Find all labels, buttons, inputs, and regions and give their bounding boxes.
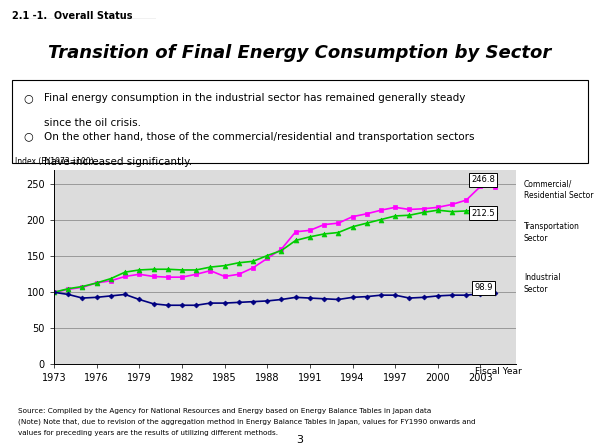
Text: ○: ○ <box>23 93 33 103</box>
Text: Final energy consumption in the industrial sector has remained generally steady: Final energy consumption in the industri… <box>44 93 465 103</box>
Text: 98.9: 98.9 <box>474 283 493 292</box>
Text: values for preceding years are the results of utilizing different methods.: values for preceding years are the resul… <box>18 430 278 436</box>
Text: since the oil crisis.: since the oil crisis. <box>44 118 140 128</box>
Text: Index (FY1973=100): Index (FY1973=100) <box>15 157 94 166</box>
Text: have increased significantly.: have increased significantly. <box>44 156 192 167</box>
Text: (Note) Note that, due to revision of the aggregation method in Energy Balance Ta: (Note) Note that, due to revision of the… <box>18 419 476 426</box>
Text: ○: ○ <box>23 132 33 142</box>
Text: 2.1 -1.  Overall Status: 2.1 -1. Overall Status <box>12 11 133 21</box>
Text: Commercial/
Residential Sector: Commercial/ Residential Sector <box>524 180 593 200</box>
Text: Fiscal Year: Fiscal Year <box>475 367 522 376</box>
Text: Industrial
Sector: Industrial Sector <box>524 274 560 294</box>
Text: On the other hand, those of the commercial/residential and transportation sector: On the other hand, those of the commerci… <box>44 132 474 142</box>
Text: Transportation
Sector: Transportation Sector <box>524 222 580 243</box>
Text: 212.5: 212.5 <box>472 209 495 218</box>
Text: Transition of Final Energy Consumption by Sector: Transition of Final Energy Consumption b… <box>49 43 551 62</box>
Text: 246.8: 246.8 <box>472 175 495 185</box>
Text: Source: Compiled by the Agency for National Resources and Energy based on Energy: Source: Compiled by the Agency for Natio… <box>18 408 431 413</box>
Text: 3: 3 <box>296 435 304 445</box>
